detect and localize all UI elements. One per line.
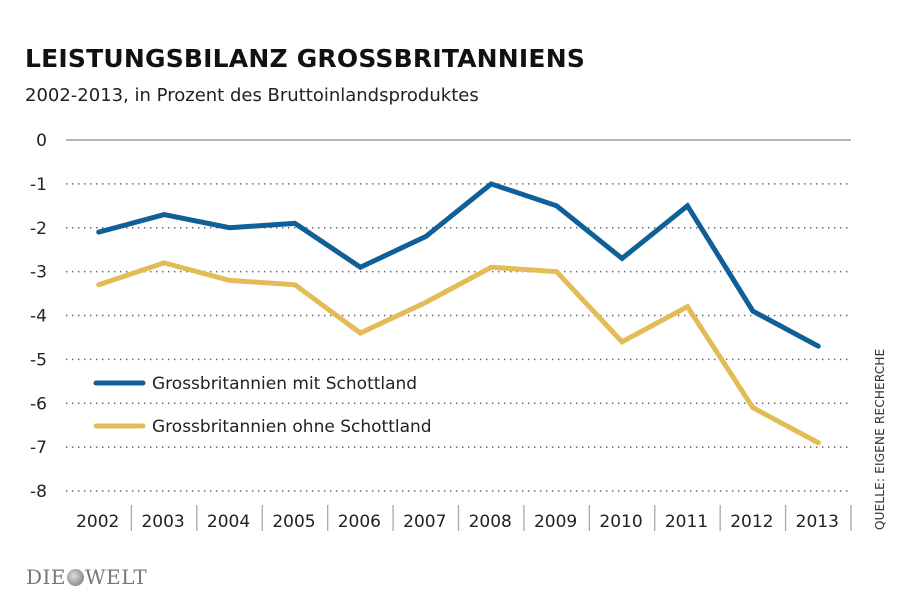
legend-label: Grossbritannien ohne Schottland [152,417,432,437]
x-tick-label: 2007 [403,512,446,532]
series-line-mit-schottland [96,181,821,349]
gridlines [66,139,851,492]
x-tick-label: 2005 [272,512,315,532]
series-lines [96,181,821,446]
x-axis-ticks: 2002 2003 2004 2005 2006 2007 2008 2009 2010 2011… [76,505,852,532]
x-tick-label: 2009 [534,512,577,532]
series-line-ohne-schottland [96,260,821,446]
logo-text-left: DIE [26,565,67,589]
die-welt-logo: DIE WELT [26,565,147,589]
y-tick-label: -2 [30,219,47,239]
source-note: QUELLE: EIGENE RECHERCHE [873,348,887,530]
y-tick-label: -4 [30,307,47,327]
x-tick-label: 2008 [469,512,512,532]
y-tick-label: -1 [30,175,47,195]
legend-label: Grossbritannien mit Schottland [152,374,417,394]
legend: Grossbritannien mit Schottland Grossbrita… [93,374,432,437]
x-tick-label: 2011 [665,512,708,532]
y-tick-label: -3 [30,263,47,283]
x-tick-label: 2004 [207,512,250,532]
y-tick-label: -5 [30,350,47,370]
y-tick-label: 0 [36,131,47,151]
chart-title: LEISTUNGSBILANZ GROSSBRITANNIENS [25,44,586,73]
x-tick-label: 2002 [76,512,119,532]
x-tick-label: 2012 [730,512,773,532]
y-axis-ticks: 0 -1 -2 -3 -4 -5 -6 -7 -8 [30,131,47,502]
chart-subtitle: 2002-2013, in Prozent des Bruttoinlandsp… [25,85,479,106]
y-tick-label: -8 [30,482,47,502]
x-tick-label: 2013 [796,512,839,532]
globe-icon [67,568,85,586]
x-tick-label: 2010 [599,512,642,532]
logo-text-right: WELT [85,565,148,589]
x-tick-label: 2003 [141,512,184,532]
y-tick-label: -6 [30,394,47,414]
y-tick-label: -7 [30,438,47,458]
x-tick-label: 2006 [338,512,381,532]
